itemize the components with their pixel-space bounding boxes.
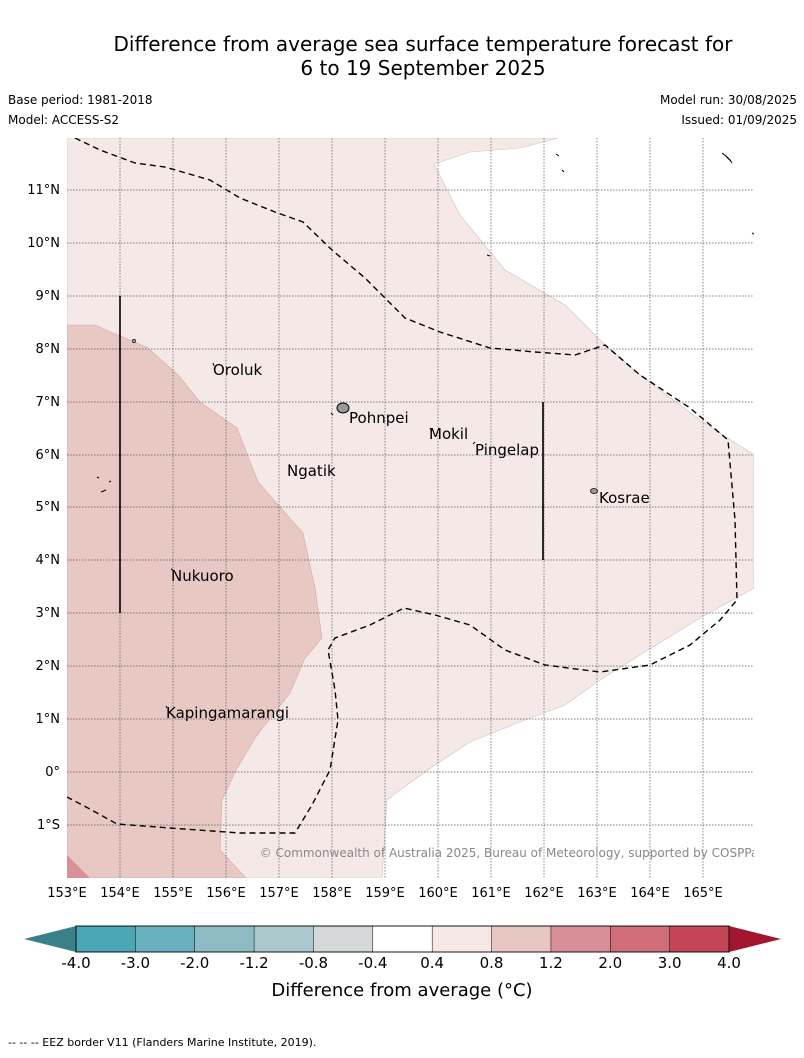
lat-tick-label: 5°N: [36, 500, 61, 515]
model-name: Model: ACCESS-S2: [8, 113, 120, 127]
lon-tick-label: 154°E: [100, 886, 140, 901]
colorbar-tick-label: -3.0: [121, 954, 150, 972]
base-period: Base period: 1981-2018: [8, 93, 153, 107]
place-label: Mokil: [429, 425, 468, 443]
colorbar-segment: [610, 925, 671, 953]
colorbar-tick-label: 4.0: [717, 954, 741, 972]
lon-tick-label: 155°E: [153, 886, 193, 901]
lat-tick-label: 10°N: [27, 236, 60, 251]
lon-tick-label: 157°E: [259, 886, 299, 901]
colorbar-segment: [194, 925, 255, 953]
islands: [96, 152, 754, 709]
anomaly-region-0.8-1.2: [67, 324, 323, 878]
colorbar-tick-label: -0.4: [358, 954, 387, 972]
colorbar-segment: [669, 925, 730, 953]
colorbar-segment: [253, 925, 315, 953]
lon-tick-label: 156°E: [206, 886, 246, 901]
colorbar-segment: [135, 925, 196, 953]
colorbar-tick-label: 1.2: [539, 954, 563, 972]
graticule: [67, 138, 754, 878]
colorbar-segment: [372, 925, 433, 953]
title-line-1: Difference from average sea surface temp…: [113, 32, 733, 56]
colorbar-tick-label: -0.8: [299, 954, 328, 972]
lat-tick-label: 3°N: [36, 606, 61, 621]
colorbar-outline: [75, 925, 730, 953]
lat-tick-label: 4°N: [36, 553, 61, 568]
colorbar-tick-label: 2.0: [598, 954, 622, 972]
colorbar-tick-label: -2.0: [180, 954, 209, 972]
copyright-notice: © Commonwealth of Australia 2025, Bureau…: [260, 846, 765, 860]
place-label: Nukuoro: [171, 567, 234, 585]
lat-tick-label: 1°S: [37, 818, 60, 833]
colorbar-segment: [550, 925, 612, 953]
lon-tick-label: 160°E: [418, 886, 458, 901]
lon-tick-label: 165°E: [683, 886, 723, 901]
place-label: Pohnpei: [349, 409, 409, 427]
lon-tick-label: 158°E: [312, 886, 352, 901]
colorbar-label: Difference from average (°C): [271, 980, 533, 1001]
eez-border: [67, 138, 738, 834]
lon-tick-label: 159°E: [365, 886, 405, 901]
lat-tick-label: 8°N: [36, 342, 61, 357]
colorbar-segment: [313, 925, 374, 953]
colorbar-high-arrow: [729, 926, 781, 952]
sst-anomaly-map: Oroluk Pohnpei Mokil Pingelap Ngatik Kos…: [24, 138, 781, 972]
lon-tick-label: 162°E: [524, 886, 564, 901]
lat-tick-label: 11°N: [27, 183, 60, 198]
colorbar-tick-label: 0.4: [420, 954, 444, 972]
colorbar-segment: [75, 925, 137, 953]
place-label: Kosrae: [599, 489, 650, 507]
place-label: Pingelap: [475, 441, 539, 459]
lat-tick-label: 0°: [45, 765, 60, 780]
lat-tick-label: 2°N: [36, 659, 61, 674]
colorbar-tick-label: 0.8: [480, 954, 504, 972]
place-label: Oroluk: [213, 361, 262, 379]
anomaly-region-1.2-2.0: [67, 855, 90, 878]
place-label: Ngatik: [287, 462, 336, 480]
lat-tick-label: 1°N: [36, 712, 61, 727]
lon-tick-label: 153°E: [47, 886, 87, 901]
colorbar-segment: [491, 925, 552, 953]
lon-tick-label: 161°E: [471, 886, 511, 901]
lat-tick-label: 9°N: [36, 289, 61, 304]
lat-tick-label: 6°N: [36, 448, 61, 463]
colorbar-segment: [431, 925, 493, 953]
colorbar: -4.0 -3.0 -2.0 -1.2 -0.8 -0.4 0.4 0.8 1.2 2.0 3.0 4…: [24, 925, 781, 972]
colorbar-low-arrow: [24, 926, 76, 952]
issued-date: Issued: 01/09/2025: [681, 113, 797, 127]
lon-tick-label: 164°E: [630, 886, 670, 901]
eez-footnote: -- -- -- EEZ border V11 (Flanders Marine…: [8, 1036, 317, 1049]
colorbar-tick-label: -1.2: [239, 954, 268, 972]
model-run: Model run: 30/08/2025: [659, 93, 797, 107]
place-label: Kapingamarangi: [166, 704, 289, 722]
lat-tick-label: 7°N: [36, 395, 61, 410]
lon-tick-label: 163°E: [577, 886, 617, 901]
title-line-2: 6 to 19 September 2025: [300, 56, 546, 80]
colorbar-tick-label: -4.0: [61, 954, 90, 972]
map-title: Difference from average sea surface temp…: [0, 32, 804, 80]
colorbar-tick-label: 3.0: [658, 954, 682, 972]
